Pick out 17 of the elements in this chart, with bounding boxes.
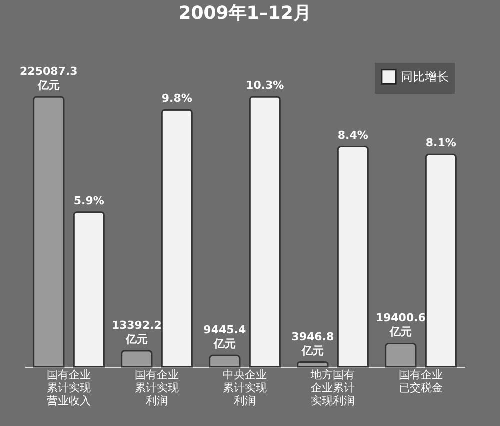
- x-tick-label: 国有企业累计实现营业收入: [47, 368, 91, 408]
- data-label: 13392.2 亿元: [112, 318, 162, 346]
- x-tick-label: 地方国有企业累计实现利润: [310, 368, 355, 408]
- data-label: 19400.6 亿元: [376, 312, 426, 339]
- data-label: 5.9%: [74, 194, 104, 208]
- x-tick-label: 国有企业累计实现利润: [135, 368, 179, 408]
- data-label: 8.1%: [426, 136, 456, 150]
- legend-label: 同比增长: [401, 70, 449, 84]
- data-label: 8.4%: [338, 128, 368, 142]
- chart-title: 2009年1–12月: [178, 3, 312, 24]
- data-label: 3946.8 亿元: [292, 330, 334, 358]
- data-label: 225087.3 亿元: [20, 65, 78, 92]
- x-tick-label: 中央企业累计实现利润: [223, 368, 267, 408]
- data-label: 10.3%: [246, 79, 284, 92]
- data-label: 9445.4 亿元: [204, 324, 246, 351]
- data-label: 9.8%: [162, 92, 192, 106]
- x-tick-label: 国有企业已交税金: [399, 368, 443, 394]
